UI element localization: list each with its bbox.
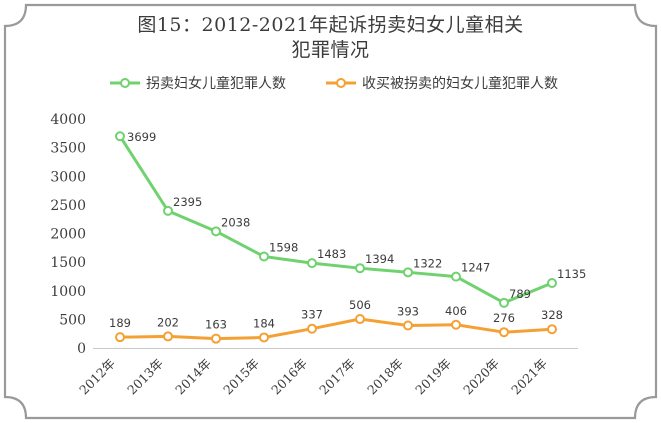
y-tick-label: 3500 — [50, 141, 86, 157]
data-point-series-1 — [403, 267, 413, 278]
data-point-series-1 — [163, 205, 173, 216]
x-tick-label: 2015年 — [220, 356, 262, 398]
chart-title-line-1: 图15：2012-2021年起诉拐卖妇女儿童相关 — [137, 14, 524, 36]
data-label-series-1: 1394 — [365, 252, 394, 266]
y-axis-ticks: 0 500 1000 1500 2000 2500 3000 3500 4000 — [50, 112, 86, 357]
series-lines — [118, 135, 553, 341]
data-label-series-2: 406 — [445, 304, 467, 318]
x-tick-label: 2020年 — [460, 356, 502, 398]
data-label-series-1: 3699 — [127, 130, 156, 144]
x-tick-label: 2021年 — [508, 356, 550, 398]
x-tick-label: 2014年 — [172, 356, 214, 398]
data-label-series-1: 1598 — [269, 241, 298, 255]
data-label-series-2: 189 — [109, 316, 131, 330]
x-tick-label: 2018年 — [364, 356, 406, 398]
data-point-series-2 — [163, 331, 173, 342]
y-tick-label: 1000 — [50, 284, 86, 300]
y-tick-label: 2500 — [50, 198, 86, 214]
y-tick-label: 3000 — [50, 169, 86, 185]
data-label-series-2: 337 — [301, 308, 323, 322]
data-label-series-2: 328 — [541, 308, 563, 322]
data-point-series-2 — [403, 320, 413, 331]
legend-label-series-2: 收买被拐卖的妇女儿童犯罪人数 — [362, 75, 558, 92]
series-line-1 — [118, 135, 553, 305]
data-label-series-2: 163 — [205, 318, 227, 332]
data-point-series-2 — [115, 332, 125, 343]
x-tick-label: 2017年 — [316, 356, 358, 398]
data-point-series-2 — [259, 332, 269, 343]
data-label-series-1: 1322 — [413, 256, 442, 270]
data-point-series-1 — [355, 263, 365, 274]
data-point-series-1 — [307, 258, 317, 269]
data-point-series-1 — [211, 226, 221, 237]
data-point-series-2 — [547, 324, 557, 335]
data-label-series-1: 1483 — [317, 247, 346, 261]
data-point-series-2 — [307, 323, 317, 334]
x-tick-label: 2012年 — [76, 356, 118, 398]
y-tick-label: 4000 — [50, 112, 86, 128]
data-label-series-1: 1247 — [461, 261, 490, 275]
data-point-series-1 — [115, 131, 125, 142]
data-label-series-2: 202 — [157, 315, 179, 329]
y-tick-label: 1500 — [50, 255, 86, 271]
data-label-series-2: 184 — [253, 316, 275, 330]
y-tick-label: 2000 — [50, 227, 86, 243]
legend-item-series-1: 拐卖妇女儿童犯罪人数 — [110, 75, 286, 92]
x-tick-label: 2013年 — [124, 356, 166, 398]
data-label-series-2: 393 — [397, 305, 419, 319]
y-tick-label: 0 — [77, 341, 86, 357]
data-label-series-1: 789 — [509, 287, 531, 301]
data-point-series-2 — [355, 314, 365, 325]
x-axis-ticks: 2012年 2013年 2014年 2015年 2016年 2017年 2018年 2019年… — [76, 356, 550, 398]
data-point-series-1 — [259, 251, 269, 262]
data-label-series-2: 506 — [349, 298, 371, 312]
chart-title-line-2: 犯罪情况 — [291, 39, 370, 61]
data-point-series-1 — [547, 278, 557, 289]
data-point-series-1 — [499, 297, 509, 308]
data-label-series-1: 2038 — [221, 215, 250, 229]
data-label-series-1: 2395 — [173, 195, 202, 209]
series-line-2 — [119, 317, 553, 341]
data-label-series-1: 1135 — [557, 267, 586, 281]
legend-label-series-1: 拐卖妇女儿童犯罪人数 — [146, 75, 286, 92]
data-point-series-2 — [499, 327, 509, 338]
y-tick-label: 500 — [59, 312, 86, 328]
legend-marker-series-2 — [336, 78, 346, 88]
chart-legend: 拐卖妇女儿童犯罪人数 收买被拐卖的妇女儿童犯罪人数 — [110, 75, 558, 92]
data-labels: 3699 2395 2038 1598 1483 1394 1322 1247 789 1135 1… — [109, 130, 586, 331]
legend-marker-series-1 — [120, 78, 130, 88]
data-label-series-2: 276 — [493, 311, 515, 325]
x-tick-label: 2016年 — [268, 356, 310, 398]
x-tick-label: 2019年 — [412, 356, 454, 398]
data-point-series-2 — [211, 333, 221, 344]
legend-item-series-2: 收买被拐卖的妇女儿童犯罪人数 — [326, 75, 558, 92]
series-markers — [115, 131, 557, 344]
data-point-series-1 — [451, 271, 461, 282]
data-point-series-2 — [451, 319, 461, 330]
